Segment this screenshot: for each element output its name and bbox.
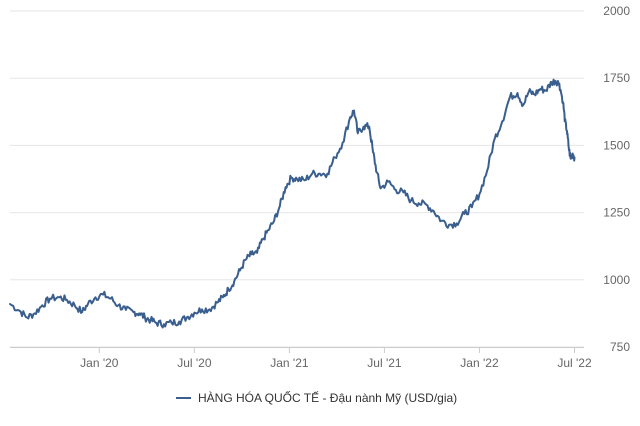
y-axis: 750 1000 1250 1500 1750 2000 bbox=[603, 4, 630, 354]
x-tick-label-4: Jan '22 bbox=[460, 356, 499, 370]
x-axis: Jan '20 Jul '20 Jan '21 Jul '21 Jan '22 Jul '… bbox=[10, 347, 592, 370]
y-tick-label-1750: 1750 bbox=[603, 71, 630, 85]
series-layer bbox=[9, 78, 576, 329]
legend[interactable]: HÀNG HÓA QUỐC TẾ - Đậu nành Mỹ (USD/gia) bbox=[176, 390, 457, 405]
y-tick-label-2000: 2000 bbox=[603, 4, 630, 18]
y-tick-label-1250: 1250 bbox=[603, 206, 630, 220]
legend-label: HÀNG HÓA QUỐC TẾ - Đậu nành Mỹ (USD/gia) bbox=[198, 390, 457, 405]
y-tick-label-750: 750 bbox=[610, 340, 630, 354]
x-tick-label-5: Jul '22 bbox=[557, 356, 592, 370]
x-tick-label-0: Jan '20 bbox=[80, 356, 119, 370]
y-tick-label-1000: 1000 bbox=[603, 273, 630, 287]
y-tick-label-1500: 1500 bbox=[603, 138, 630, 152]
x-tick-label-3: Jul '21 bbox=[367, 356, 402, 370]
x-tick-label-1: Jul '20 bbox=[177, 356, 212, 370]
series-line-0[interactable] bbox=[9, 78, 576, 329]
x-tick-label-2: Jan '21 bbox=[270, 356, 309, 370]
